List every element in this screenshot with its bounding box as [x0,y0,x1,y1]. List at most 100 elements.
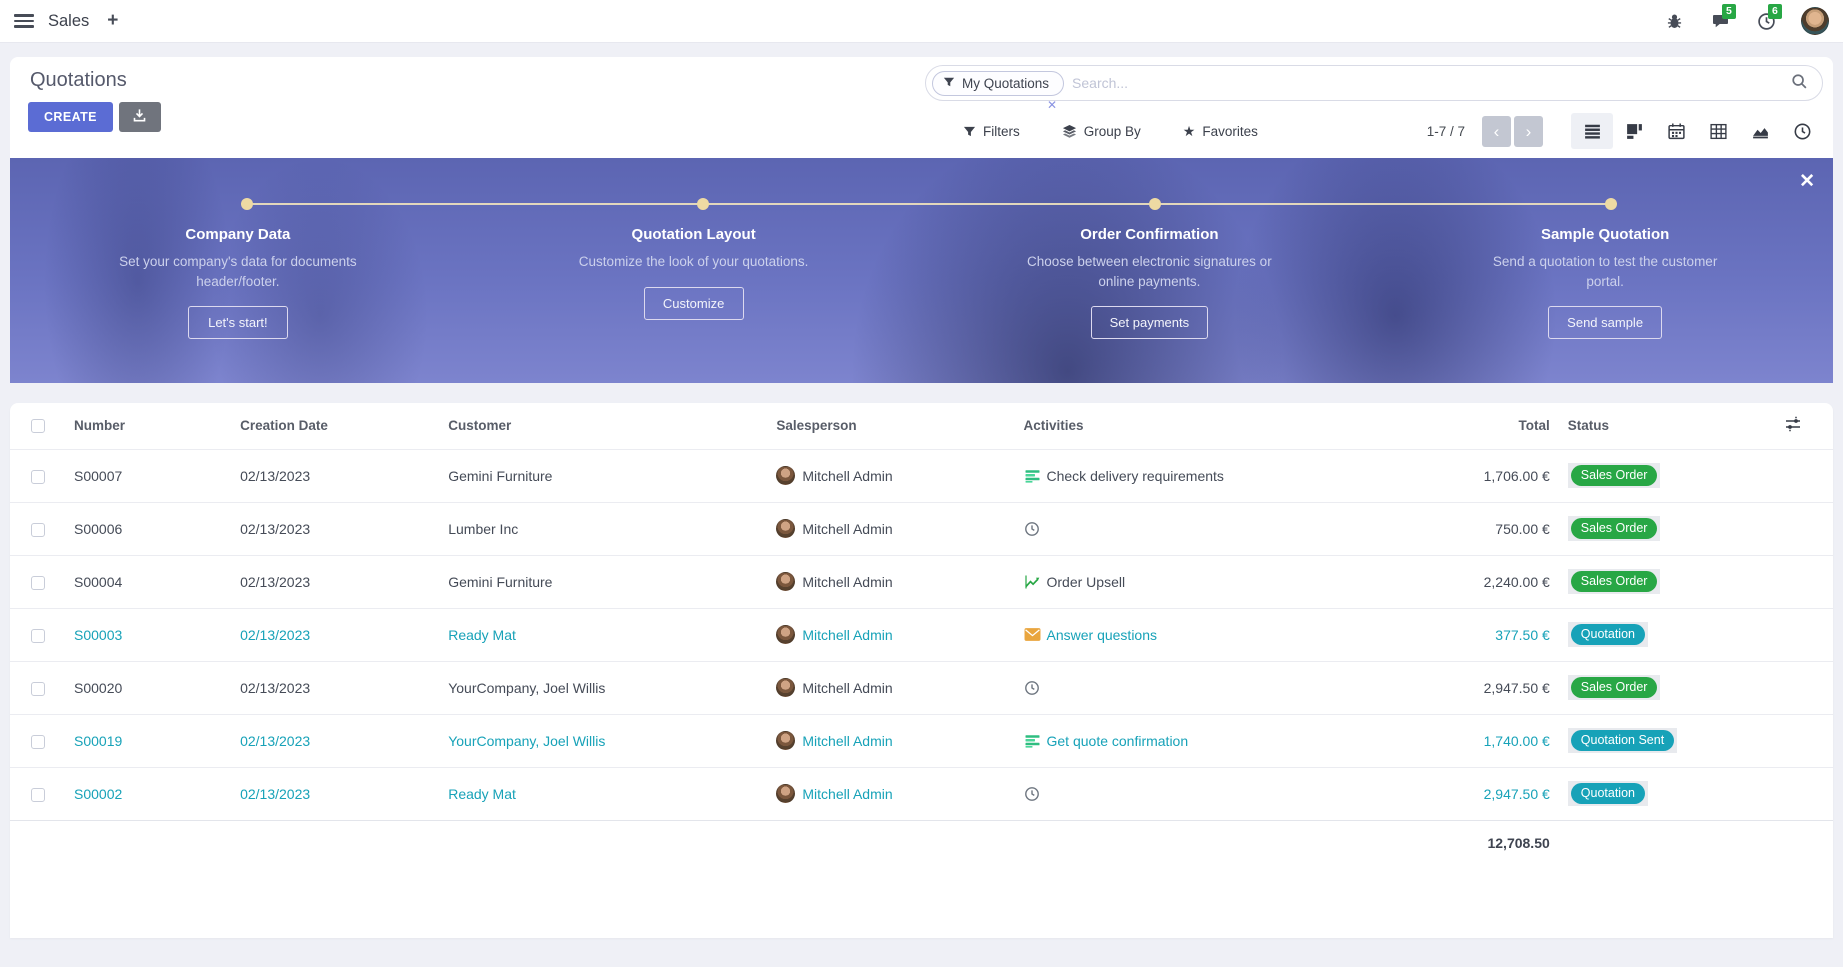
send-sample-button[interactable]: Send sample [1548,306,1663,340]
customer-name: Lumber Inc [440,501,769,555]
download-icon [132,108,147,126]
salesperson-avatar [776,625,796,644]
activity-view-icon[interactable] [1781,113,1823,149]
plus-icon[interactable]: + [107,10,119,31]
pager-previous-button[interactable]: ‹ [1482,115,1511,147]
table-row[interactable]: S00006 02/13/2023 Lumber Inc Mitchell Ad… [10,501,1833,555]
quotation-number[interactable]: S00002 [66,766,233,820]
star-icon: ★ [1182,122,1196,139]
activity-cell[interactable]: Check delivery requirements [1024,450,1308,502]
column-header-customer[interactable]: Customer [448,418,512,434]
activity-cell[interactable]: Order Upsell [1024,556,1308,608]
column-header-number[interactable]: Number [74,418,126,434]
top-navbar: Sales + 5 6 [0,0,1843,43]
set-payments-button[interactable]: Set payments [1090,306,1209,340]
customer-name: Gemini Furniture [440,448,769,502]
export-button[interactable] [118,102,161,132]
group-by-button[interactable]: Group By [1062,124,1141,139]
onboarding-timeline [246,203,1615,205]
row-checkbox[interactable] [31,628,45,643]
salesperson-avatar [776,731,796,750]
favorites-button[interactable]: ★ Favorites [1182,122,1258,139]
row-checkbox[interactable] [31,469,45,484]
creation-date: 02/13/2023 [232,501,441,555]
row-checkbox[interactable] [31,575,45,590]
timeline-dot [240,198,253,210]
table-row[interactable]: S00020 02/13/2023 YourCompany, Joel Will… [10,660,1833,714]
activity-cell[interactable] [1024,768,1308,820]
user-avatar[interactable] [1801,7,1829,35]
search-facet-my-quotations[interactable]: My Quotations ✕ [932,70,1065,112]
app-name[interactable]: Sales [48,11,90,30]
onboarding-banner: ✕ Company Data Set your company's data f… [10,158,1833,383]
filter-funnel-icon [963,125,976,138]
activities-clock-icon[interactable]: 6 [1755,4,1782,32]
column-header-status[interactable]: Status [1567,418,1610,434]
filters-button[interactable]: Filters [963,124,1020,139]
quotation-number[interactable]: S00006 [66,501,233,555]
column-header-total[interactable]: Total [1518,418,1550,434]
table-row[interactable]: S00019 02/13/2023 YourCompany, Joel Will… [10,713,1833,767]
row-checkbox[interactable] [31,522,45,537]
salesperson-cell: Mitchell Admin [776,503,1015,555]
table-row[interactable]: S00004 02/13/2023 Gemini Furniture Mitch… [10,554,1833,608]
apps-menu-icon[interactable] [14,14,34,28]
page-title: Quotations [30,69,127,91]
calendar-view-icon[interactable] [1655,113,1697,149]
row-checkbox[interactable] [31,787,45,802]
salesperson-cell: Mitchell Admin [776,450,1015,502]
graph-view-icon[interactable] [1739,113,1781,149]
pager-next-button[interactable]: › [1514,115,1543,147]
total-amount: 2,240.00 € [1307,554,1558,608]
quotation-number[interactable]: S00020 [66,660,233,714]
status-badge: Quotation Sent [1570,730,1675,751]
status-badge: Sales Order [1570,571,1658,592]
salesperson-avatar [776,784,796,803]
quotation-number[interactable]: S00004 [66,554,233,608]
facet-remove-icon[interactable]: ✕ [1046,97,1058,112]
timeline-dot [1604,198,1617,210]
creation-date: 02/13/2023 [232,766,441,820]
messages-count-badge: 5 [1722,4,1736,19]
customize-button[interactable]: Customize [643,286,744,320]
column-header-date[interactable]: Creation Date [240,418,328,434]
table-row[interactable]: S00007 02/13/2023 Gemini Furniture Mitch… [10,448,1833,502]
quotation-number[interactable]: S00003 [66,607,233,661]
activity-cell[interactable] [1024,503,1308,555]
create-button[interactable]: CREATE [28,102,113,132]
messages-icon[interactable]: 5 [1709,4,1736,32]
list-view-icon[interactable] [1571,113,1613,149]
table-row[interactable]: S00002 02/13/2023 Ready Mat Mitchell Adm… [10,766,1833,820]
creation-date: 02/13/2023 [232,607,441,661]
customer-name: YourCompany, Joel Willis [440,660,769,714]
row-checkbox[interactable] [31,734,45,749]
kanban-view-icon[interactable] [1613,113,1655,149]
optional-columns-icon[interactable] [1753,403,1833,449]
column-header-activities[interactable]: Activities [1023,418,1084,434]
total-amount: 1,740.00 € [1307,713,1558,767]
search-input[interactable] [1064,75,1791,91]
status-badge: Sales Order [1570,677,1658,698]
pivot-view-icon[interactable] [1697,113,1739,149]
search-icon[interactable] [1791,73,1808,93]
close-icon[interactable]: ✕ [1799,171,1815,192]
lets-start-button[interactable]: Let's start! [187,306,288,340]
column-header-salesperson[interactable]: Salesperson [776,418,857,434]
row-checkbox[interactable] [31,681,45,696]
select-all-checkbox[interactable] [31,419,45,434]
activity-cell[interactable]: Get quote confirmation [1024,715,1308,767]
status-badge: Quotation [1570,624,1645,645]
quotations-list: Number Creation Date Customer Salesperso… [10,403,1833,938]
activities-count-badge: 6 [1768,4,1782,19]
debug-bug-icon[interactable] [1663,10,1685,32]
onboarding-step-company-data: Company Data Set your company's data for… [10,226,466,340]
activity-cell[interactable] [1024,662,1308,714]
quotation-number[interactable]: S00019 [66,713,233,767]
table-row[interactable]: S00003 02/13/2023 Ready Mat Mitchell Adm… [10,607,1833,661]
pager-counter: 1-7 / 7 [1426,123,1465,139]
search-bar[interactable]: My Quotations ✕ [925,65,1823,112]
quotation-number[interactable]: S00007 [66,448,233,502]
salesperson-avatar [776,678,796,697]
status-badge: Quotation [1570,783,1645,804]
activity-cell[interactable]: Answer questions [1024,609,1308,661]
